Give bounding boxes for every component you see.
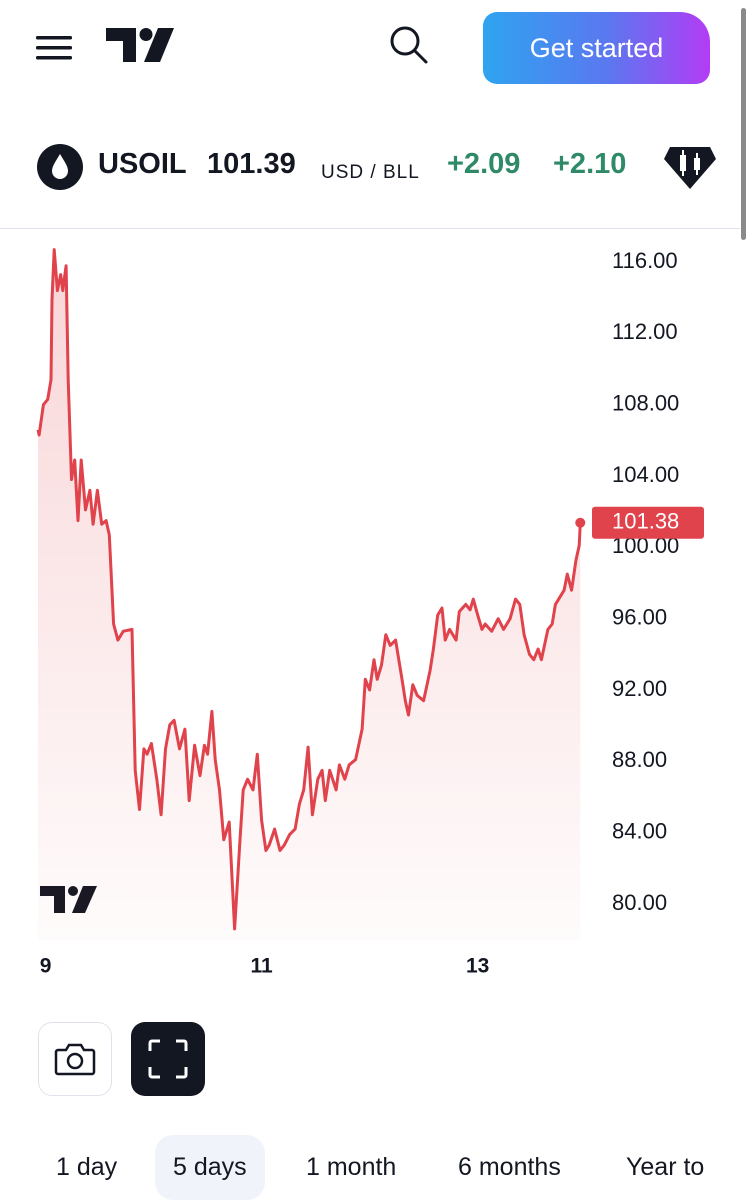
scrollbar xyxy=(741,8,746,240)
symbol-icon xyxy=(37,144,83,190)
y-tick-label: 88.00 xyxy=(612,747,667,772)
x-tick-label: 9 xyxy=(40,955,52,978)
y-tick-label: 104.00 xyxy=(612,462,679,487)
chart: 80.0084.0088.0092.0096.00100.00104.00108… xyxy=(36,248,704,978)
logo[interactable] xyxy=(106,28,176,64)
x-tick-label: 13 xyxy=(466,955,489,978)
fullscreen-icon xyxy=(148,1039,188,1079)
area xyxy=(38,249,581,941)
price: 101.39 xyxy=(207,148,296,180)
menu-icon[interactable] xyxy=(36,34,74,62)
snapshot-button[interactable] xyxy=(38,1022,112,1096)
fullscreen-button[interactable] xyxy=(131,1022,205,1096)
pro-icon[interactable] xyxy=(664,145,716,189)
y-tick-label: 112.00 xyxy=(612,319,678,344)
range-tab[interactable]: 1 day xyxy=(56,1153,118,1181)
x-tick-label: 11 xyxy=(251,955,274,978)
price-change: +2.09 xyxy=(447,148,521,180)
last-point xyxy=(575,517,586,528)
divider xyxy=(0,228,740,229)
y-tick-label: 116.00 xyxy=(612,248,678,273)
search-icon[interactable] xyxy=(388,24,430,66)
y-tick-label: 96.00 xyxy=(612,605,667,630)
range-tab[interactable]: 5 days xyxy=(155,1135,265,1200)
y-tick-label: 92.00 xyxy=(612,676,667,701)
get-started-button[interactable]: Get started xyxy=(483,12,710,84)
camera-icon xyxy=(54,1043,96,1076)
last-price-label: 101.38 xyxy=(612,509,679,534)
y-tick-label: 84.00 xyxy=(612,818,667,843)
y-tick-label: 80.00 xyxy=(612,890,667,915)
range-tab[interactable]: Year to xyxy=(626,1153,705,1181)
price-unit: USD / BLL xyxy=(321,162,420,183)
ticker[interactable]: USOIL xyxy=(98,148,187,180)
last-price-tag xyxy=(592,506,704,539)
range-tab[interactable]: 1 month xyxy=(306,1153,397,1181)
price-change-percent: +2.10 xyxy=(553,148,627,180)
price-line xyxy=(36,248,582,931)
range-tab[interactable]: 6 months xyxy=(458,1153,561,1181)
y-tick-label: 108.00 xyxy=(612,391,679,416)
